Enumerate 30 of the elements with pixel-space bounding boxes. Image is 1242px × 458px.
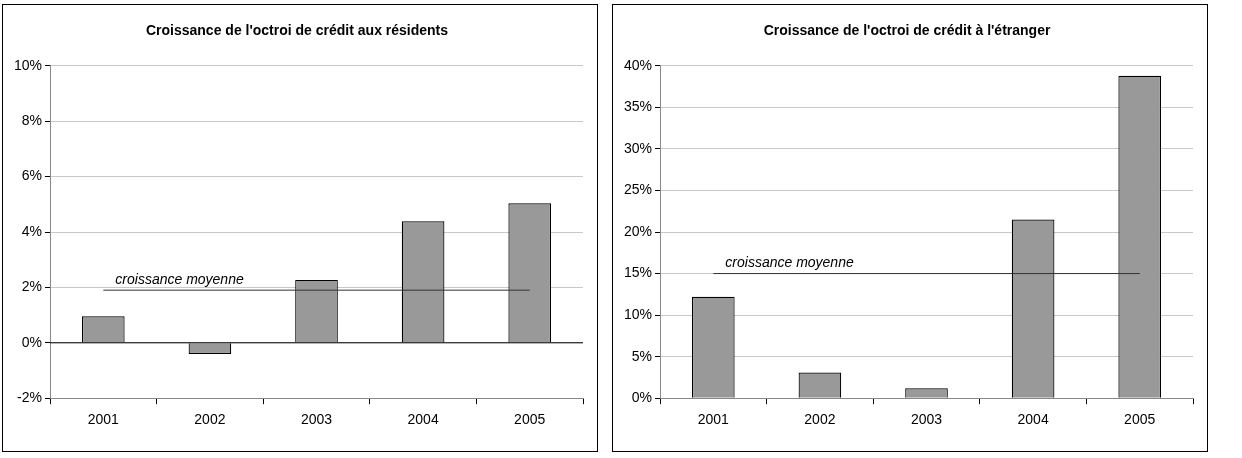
ref-line-label: croissance moyenne — [115, 271, 244, 288]
ref-line-label: croissance moyenne — [725, 254, 854, 271]
y-tick-label: -2% — [17, 389, 43, 406]
y-tick-label: 6% — [21, 167, 43, 184]
y-tick-label: 8% — [21, 112, 43, 129]
x-tick-label: 2001 — [87, 411, 120, 428]
x-tick-label: 2004 — [1017, 411, 1049, 428]
x-tick-label: 2001 — [697, 411, 730, 428]
x-tick-label: 2005 — [1124, 411, 1156, 428]
x-tick-label: 2002 — [804, 411, 836, 428]
y-tick-label: 40% — [623, 56, 653, 73]
y-tick-label: 35% — [623, 98, 653, 115]
y-tick-label: 0% — [21, 333, 43, 350]
x-tick-label: 2005 — [514, 411, 546, 428]
y-tick-label: 4% — [21, 222, 43, 239]
y-tick-label: 20% — [623, 222, 653, 239]
y-tick-label: 15% — [623, 264, 653, 281]
y-tick-label: 10% — [623, 305, 653, 322]
x-tick-label: 2004 — [407, 411, 439, 428]
x-tick-label: 2003 — [910, 411, 943, 428]
chart-title: Croissance de l'octroi de crédit à l'étranger — [763, 22, 1051, 39]
y-tick-label: 0% — [631, 389, 653, 406]
y-tick-label: 2% — [21, 278, 43, 295]
y-tick-label: 25% — [623, 181, 653, 198]
y-tick-label: 30% — [623, 139, 653, 156]
y-tick-label: 10% — [13, 56, 43, 73]
y-tick-label: 5% — [631, 347, 653, 364]
x-tick-label: 2003 — [300, 411, 333, 428]
chart-title: Croissance de l'octroi de crédit aux résidents — [145, 22, 449, 39]
x-tick-label: 2002 — [194, 411, 226, 428]
